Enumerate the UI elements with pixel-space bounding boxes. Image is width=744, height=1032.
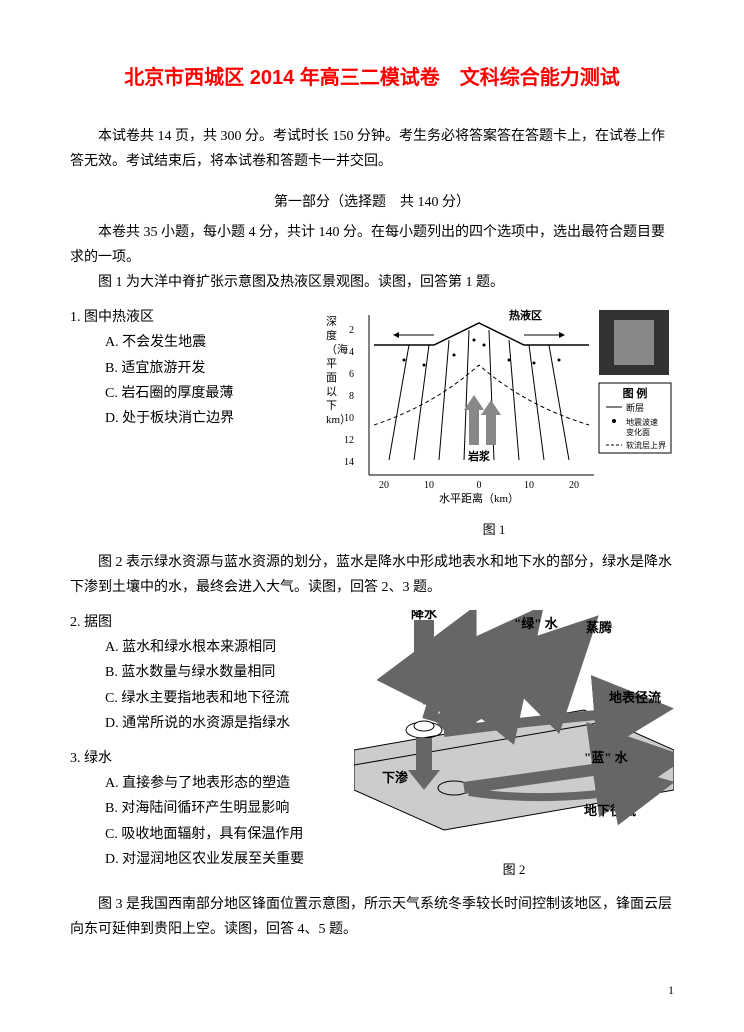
svg-text:度: 度 (326, 328, 337, 342)
section-desc: 本卷共 35 小题，每小题 4 分，共计 140 分。在每小题列出的四个选项中，… (70, 220, 674, 270)
svg-text:地震波速: 地震波速 (626, 417, 658, 427)
page-title: 北京市西城区 2014 年高三二模试卷 文科综合能力测试 (70, 60, 674, 96)
fig2-precip-label: 降水 (411, 610, 438, 621)
svg-text:断层: 断层 (626, 402, 644, 413)
svg-text:20: 20 (569, 480, 579, 491)
svg-text:12: 12 (344, 435, 354, 446)
fig2-under-label: 地下径流 (584, 803, 636, 818)
svg-text:下: 下 (326, 400, 337, 412)
svg-text:图 例: 图 例 (623, 386, 648, 400)
fig1-magma-label: 岩浆 (467, 449, 491, 463)
fig2-evap-label: 蒸发 (454, 658, 481, 673)
svg-text:2: 2 (349, 325, 354, 336)
fig2-caption: 图 2 (354, 858, 674, 881)
svg-text:面: 面 (326, 372, 337, 384)
svg-text:软流层上界: 软流层上界 (626, 440, 666, 450)
fig1-caption: 图 1 (314, 518, 674, 541)
fig2-blue-label: "蓝" 水 (584, 750, 629, 765)
svg-text:平: 平 (326, 358, 337, 370)
svg-text:6: 6 (349, 369, 354, 380)
svg-text:10: 10 (344, 413, 354, 424)
svg-text:20: 20 (379, 480, 389, 491)
fig1-xlabel: 水平距离（km） (439, 491, 519, 505)
svg-text:变化面: 变化面 (626, 427, 650, 437)
svg-text:14: 14 (344, 457, 354, 468)
section-header: 第一部分（选择题 共 140 分） (70, 190, 674, 215)
svg-text:（海: （海 (326, 342, 348, 356)
figure-2: 降水 蒸发 "绿" 水 蒸腾 地表径流 下渗 "蓝" 水 地下径流 (354, 610, 674, 882)
fig1-intro: 图 1 为大洋中脊扩张示意图及热液区景观图。读图，回答第 1 题。 (70, 270, 674, 295)
fig2-infil-label: 下渗 (382, 770, 409, 785)
fig1-hot-label: 热液区 (509, 308, 542, 322)
svg-text:以: 以 (326, 386, 337, 398)
svg-text:10: 10 (524, 480, 534, 491)
svg-text:0: 0 (477, 480, 482, 491)
fig2-surface-label: 地表径流 (609, 690, 661, 705)
svg-text:深: 深 (326, 315, 337, 328)
svg-text:10: 10 (424, 480, 434, 491)
fig2-transp-label: 蒸腾 (586, 620, 613, 635)
figure-1: 深 度 （海 平 面 以 下 km） 2 4 6 8 10 12 14 20 1… (314, 305, 674, 542)
svg-text:8: 8 (349, 391, 354, 402)
fig3-intro: 图 3 是我国西南部分地区锋面位置示意图，所示天气系统冬季较长时间控制该地区，锋… (70, 892, 674, 942)
fig2-intro: 图 2 表示绿水资源与蓝水资源的划分，蓝水是降水中形成地表水和地下水的部分，绿水… (70, 550, 674, 600)
fig2-green-label: "绿" 水 (514, 616, 559, 631)
svg-text:4: 4 (349, 347, 354, 358)
page-number: 1 (668, 980, 674, 1002)
intro-paragraph: 本试卷共 14 页，共 300 分。考试时长 150 分钟。考生务必将答案答在答… (70, 124, 674, 174)
